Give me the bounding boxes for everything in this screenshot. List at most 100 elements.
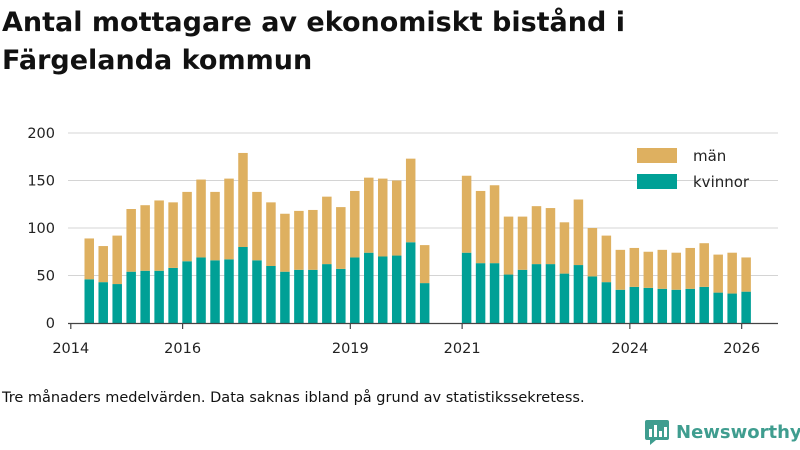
bar-man (322, 196, 332, 265)
bar-kvinnor (489, 263, 500, 323)
bar-kvinnor (587, 276, 598, 323)
bar-man (84, 238, 94, 280)
bar-man (196, 179, 206, 258)
bar-man (154, 200, 164, 271)
bar-man (657, 249, 668, 289)
bar-man (727, 252, 737, 294)
bar-man (238, 152, 248, 247)
bar-kvinnor (377, 256, 388, 323)
legend: män kvinnor (637, 147, 750, 191)
y-tick-label: 50 (37, 269, 55, 285)
bar-man (377, 178, 388, 257)
bar-kvinnor (140, 270, 150, 323)
bar-man (741, 257, 751, 292)
bar-kvinnor (657, 288, 668, 323)
bar-kvinnor (713, 292, 723, 323)
bar-kvinnor (517, 269, 528, 323)
bar-kvinnor (168, 267, 178, 323)
bar-man (685, 247, 695, 289)
bar-man (336, 207, 346, 269)
bar-kvinnor (154, 270, 164, 323)
bar-kvinnor (629, 286, 640, 323)
bar-kvinnor (671, 289, 682, 323)
y-tick-label: 100 (27, 221, 55, 237)
bar-kvinnor (503, 274, 514, 323)
chart-caption: Tre månaders medelvärden. Data saknas ib… (2, 390, 585, 406)
bar-man (531, 206, 542, 265)
x-tick-label: 2024 (611, 341, 648, 357)
bar-man (503, 216, 514, 275)
bar-man (559, 222, 570, 274)
bar-man (405, 158, 416, 243)
bar-man (671, 252, 682, 290)
bar-man (475, 190, 486, 264)
bar-man (601, 235, 612, 283)
bar-man (545, 208, 556, 265)
bar-kvinnor (601, 282, 612, 323)
bar-kvinnor (280, 271, 290, 323)
brand: Newsworthy (644, 418, 800, 446)
y-tick-label: 150 (27, 174, 55, 190)
bar-man (266, 202, 276, 266)
bar-man (391, 180, 402, 256)
bar-man (629, 247, 640, 287)
bar-kvinnor (391, 255, 402, 323)
bar-kvinnor (727, 293, 737, 323)
bar-kvinnor (559, 273, 570, 323)
bar-kvinnor (196, 257, 206, 323)
bar-man (643, 251, 654, 288)
chart: 0 50 100 150 200 2014 2016 2019 2021 2024 2026 mä… (27, 126, 778, 357)
bar-man (419, 245, 430, 284)
bar-kvinnor (405, 242, 416, 323)
bar-kvinnor (531, 264, 542, 323)
bar-man (713, 254, 723, 293)
bar-kvinnor (685, 288, 695, 323)
bar-kvinnor (615, 289, 626, 323)
bar-kvinnor (322, 264, 332, 323)
bar-man (587, 228, 598, 277)
bar-kvinnor (126, 271, 136, 323)
bar-man (98, 246, 108, 283)
bar-kvinnor (741, 291, 751, 323)
bar-man (350, 190, 360, 258)
legend-label: män (693, 147, 726, 165)
bar-kvinnor (573, 265, 584, 323)
bar-kvinnor (336, 268, 346, 323)
bar-kvinnor (699, 286, 709, 323)
brand-name: Newsworthy (676, 421, 800, 443)
bar-man (308, 209, 318, 270)
bar-kvinnor (545, 264, 556, 323)
bar-man (294, 210, 304, 270)
x-tick-label: 2016 (164, 341, 201, 357)
bars (84, 152, 751, 323)
bar-kvinnor (364, 252, 374, 323)
bar-man (615, 249, 626, 290)
bar-man (182, 191, 192, 262)
x-axis: 2014 2016 2019 2021 2024 2026 (52, 322, 778, 357)
bar-man (280, 213, 290, 272)
chart-title: Antal mottagare av ekonomiskt bistånd i … (2, 7, 625, 76)
bar-kvinnor (84, 279, 94, 323)
bar-kvinnor (210, 260, 220, 323)
x-tick-label: 2026 (723, 341, 760, 357)
bar-kvinnor (643, 287, 654, 323)
y-tick-label: 200 (27, 126, 55, 142)
bar-kvinnor (475, 263, 486, 323)
bar-kvinnor (252, 260, 262, 323)
bar-kvinnor (419, 283, 430, 323)
bar-kvinnor (308, 269, 318, 323)
bar-kvinnor (112, 284, 122, 323)
bar-kvinnor (98, 282, 108, 323)
legend-swatch-kvinnor (637, 174, 677, 189)
bar-kvinnor (182, 261, 192, 323)
bar-man (461, 175, 472, 253)
bar-man (252, 191, 262, 261)
bar-man (699, 243, 709, 287)
bar-kvinnor (461, 252, 472, 323)
bar-man (573, 199, 584, 266)
legend-swatch-man (637, 148, 677, 163)
bar-kvinnor (238, 247, 248, 323)
x-tick-label: 2014 (52, 341, 89, 357)
bar-man (140, 205, 150, 271)
bar-kvinnor (266, 266, 276, 323)
